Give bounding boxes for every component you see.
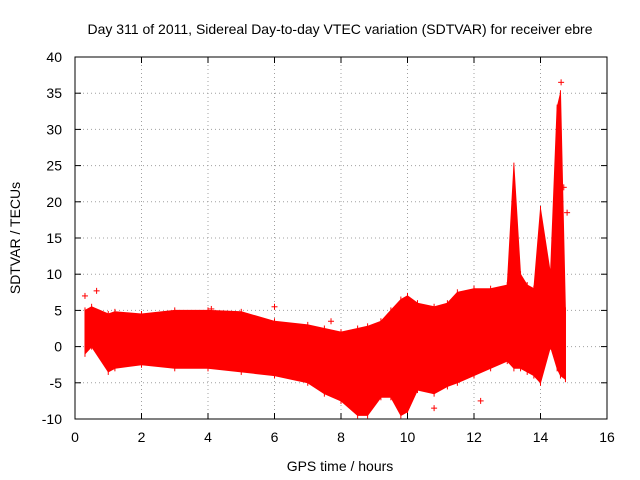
outlier-point [81,292,88,299]
x-tick-label: 0 [71,429,79,445]
y-tick-label: 40 [46,49,62,65]
y-tick-label: 0 [54,339,62,355]
x-tick-label: 10 [400,429,416,445]
y-tick-label: 10 [46,266,62,282]
y-tick-label: -10 [42,411,62,427]
outlier-point [558,79,565,86]
y-tick-label: 25 [46,158,62,174]
outlier-point [564,209,571,216]
y-tick-labels: -10 -5 0 5 10 15 20 25 30 35 40 [42,49,62,427]
y-tick-label: 15 [46,230,62,246]
tick-marks [74,56,608,420]
x-tick-label: 8 [337,429,345,445]
outlier-point [555,140,562,147]
chart-title: Day 311 of 2011, Sidereal Day-to-day VTE… [88,21,593,37]
x-tick-label: 16 [599,429,615,445]
outlier-point [477,397,484,404]
outlier-point [560,184,567,191]
outlier-point [208,305,215,312]
y-tick-label: 30 [46,121,62,137]
x-axis-label: GPS time / hours [287,458,394,474]
y-tick-label: 35 [46,85,62,101]
outlier-point [271,303,278,310]
x-tick-label: 4 [204,429,212,445]
y-tick-label: 20 [46,194,62,210]
x-tick-label: 12 [466,429,482,445]
x-tick-label: 14 [533,429,549,445]
outlier-point [93,287,100,294]
x-tick-label: 2 [138,429,146,445]
outlier-point [431,405,438,412]
x-tick-labels: 0 2 4 6 8 10 12 14 16 [71,429,615,445]
sdtvar-band [84,93,566,417]
outlier-point [328,318,335,325]
y-tick-label: 5 [54,302,62,318]
x-tick-label: 6 [271,429,279,445]
y-axis-label: SDTVAR / TECUs [7,182,23,294]
plot-area [81,79,571,419]
y-tick-label: -5 [50,375,63,391]
